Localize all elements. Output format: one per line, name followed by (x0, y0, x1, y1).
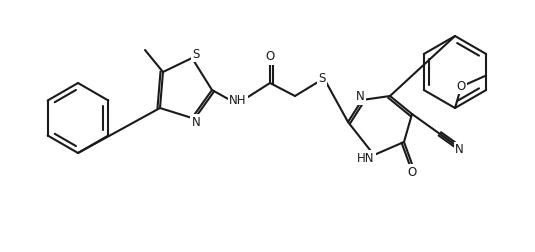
Text: O: O (456, 79, 465, 92)
Text: N: N (455, 143, 464, 156)
Text: NH: NH (230, 94, 247, 108)
Text: O: O (407, 166, 417, 178)
Text: S: S (318, 73, 326, 85)
Text: O: O (265, 50, 274, 64)
Text: N: N (356, 90, 364, 104)
Text: S: S (192, 47, 200, 60)
Text: N: N (192, 115, 201, 129)
Text: HN: HN (357, 151, 374, 165)
